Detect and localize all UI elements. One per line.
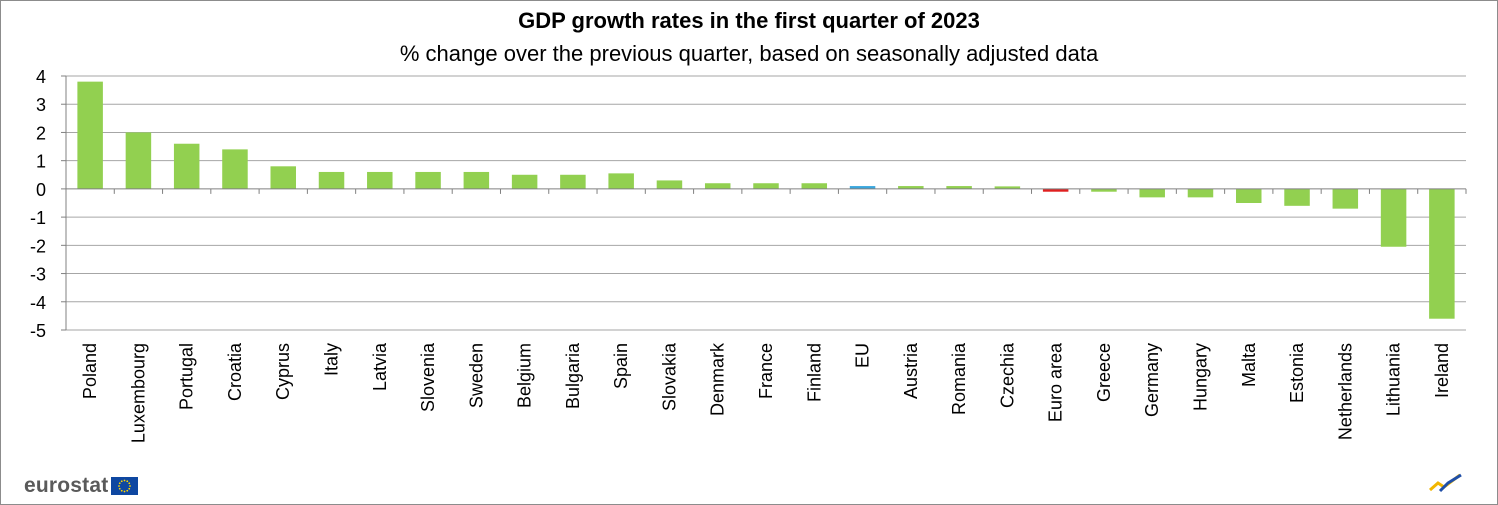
x-tick-label: Netherlands: [1335, 343, 1355, 440]
bar-bulgaria: [560, 174, 586, 189]
x-tick-label: Euro area: [1046, 342, 1066, 422]
x-tick-label: Cyprus: [273, 343, 293, 400]
bar-slovakia: [656, 180, 683, 189]
x-tick-label: Luxembourg: [128, 343, 148, 443]
x-tick-label: Austria: [901, 342, 921, 399]
bar-czechia: [994, 186, 1021, 189]
bar-sweden: [463, 171, 490, 189]
flag-field: [111, 477, 139, 495]
bar-slovenia: [415, 171, 441, 189]
bar-cyprus: [270, 166, 296, 189]
x-tick-label: Romania: [949, 342, 969, 415]
bar-lithuania: [1380, 188, 1407, 247]
x-tick-label: Czechia: [997, 342, 1017, 408]
bar-greece: [1091, 188, 1117, 192]
bar-malta: [1236, 188, 1262, 203]
y-tick-label: -4: [30, 293, 46, 313]
bar-latvia: [367, 171, 393, 189]
eurostat-logo: eurostat: [24, 474, 139, 498]
x-tick-label: Poland: [80, 343, 100, 399]
x-tick-label: EU: [853, 343, 873, 368]
y-tick-label: 0: [36, 180, 46, 200]
x-tick-label: Ireland: [1432, 343, 1452, 398]
bar-luxembourg: [125, 132, 152, 189]
x-tick-label: Finland: [804, 343, 824, 402]
x-tick-label: Germany: [1142, 343, 1162, 417]
x-tick-label: Sweden: [466, 343, 486, 408]
x-tick-label: Bulgaria: [563, 342, 583, 409]
flag-star: [119, 482, 122, 485]
x-tick-label: Latvia: [370, 342, 390, 391]
x-tick-label: Malta: [1239, 342, 1259, 387]
flag-star: [118, 485, 121, 487]
bar-ireland: [1429, 188, 1455, 319]
y-tick-label: -5: [30, 321, 46, 341]
bar-euro-area: [1042, 188, 1069, 192]
x-tick-label: Denmark: [708, 342, 728, 416]
bar-hungary: [1187, 188, 1214, 198]
bar-belgium: [511, 174, 538, 189]
x-tick-label: France: [756, 343, 776, 399]
x-tick-label: Croatia: [225, 342, 245, 401]
chart-title: GDP growth rates in the first quarter of…: [518, 8, 980, 33]
x-tick-label: Lithuania: [1384, 342, 1404, 416]
flag-star: [119, 487, 122, 490]
x-tick-label: Belgium: [515, 343, 535, 408]
flag-star: [126, 489, 129, 492]
bar-romania: [946, 186, 972, 189]
bar-denmark: [704, 183, 731, 189]
eurostat-arrow-icon: [1429, 473, 1462, 493]
bar-portugal: [173, 143, 200, 189]
bar-france: [753, 183, 779, 189]
y-tick-label: 1: [36, 152, 46, 172]
bar-italy: [318, 171, 345, 189]
flag-star: [121, 489, 124, 492]
flag-star: [129, 485, 132, 487]
x-tick-label: Slovenia: [418, 342, 438, 412]
bar-eu: [849, 186, 876, 189]
x-tick-label: Spain: [611, 343, 631, 389]
bar-poland: [77, 81, 103, 189]
bar-spain: [608, 173, 634, 189]
bar-germany: [1139, 188, 1165, 198]
eu-flag-icon: [111, 477, 139, 495]
x-tick-label: Italy: [322, 343, 342, 376]
bar-croatia: [222, 149, 248, 189]
bar-netherlands: [1332, 188, 1359, 209]
x-tick-label: Portugal: [177, 343, 197, 410]
y-tick-label: 2: [36, 123, 46, 143]
y-tick-label: 3: [36, 95, 46, 115]
x-tick-label: Greece: [1094, 343, 1114, 402]
x-tick-label: Hungary: [1190, 343, 1210, 411]
flag-star: [128, 482, 131, 485]
bar-estonia: [1284, 188, 1310, 206]
y-tick-label: -3: [30, 265, 46, 285]
flag-star: [124, 490, 126, 493]
bar-chart: 4 3 2 1 0 -1 -2 -3 -4 -5 Poland Luxembourg Portugal C…: [30, 67, 1467, 443]
bar-finland: [801, 183, 828, 189]
flag-star: [128, 487, 131, 490]
flag-star: [124, 479, 126, 482]
x-tick-label: Estonia: [1287, 342, 1307, 403]
y-tick-label: 4: [36, 67, 46, 87]
chart-subtitle: % change over the previous quarter, base…: [399, 41, 1099, 66]
y-tick-label: -2: [30, 236, 46, 256]
logo-text: eurostat: [24, 474, 109, 497]
x-tick-label: Slovakia: [659, 342, 679, 411]
bar-austria: [898, 186, 924, 189]
y-tick-label: -1: [30, 208, 46, 228]
flag-star: [126, 480, 129, 483]
flag-star: [121, 480, 124, 483]
